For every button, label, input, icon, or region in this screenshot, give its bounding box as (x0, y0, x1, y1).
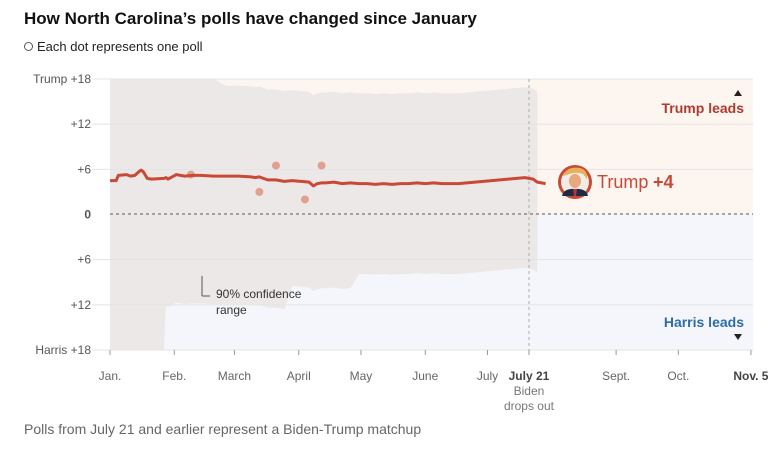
poll-dot (255, 187, 264, 196)
x-tick-label: Sept. (602, 369, 630, 383)
y-tick-label: +6 (77, 253, 91, 267)
y-tick-label: 0 (84, 208, 91, 222)
current-leader-value: +4 (653, 172, 674, 192)
x-tick-label: June (412, 369, 438, 383)
x-tick-label: Jan. (99, 369, 122, 383)
x-tick-label: July (477, 369, 498, 383)
confidence-label-2: range (216, 303, 247, 317)
y-tick-label: Harris +18 (35, 343, 91, 357)
x-tick-label: Nov. 5 (733, 369, 768, 383)
trump-lead-trend-line (110, 168, 546, 188)
harris-leads-label: Harris leads (664, 314, 744, 330)
x-tick-label: March (218, 369, 251, 383)
trump-avatar (558, 165, 592, 199)
footnote: Polls from July 21 and earlier represent… (24, 421, 422, 437)
confidence-band-biden-period (110, 79, 538, 350)
legend-text: Each dot represents one poll (37, 39, 203, 54)
poll-dot-legend-icon (24, 42, 33, 51)
chart-title: How North Carolina’s polls have changed … (24, 9, 477, 28)
x-tick-label: Oct. (667, 369, 689, 383)
poll-dot (271, 161, 280, 170)
legend: Each dot represents one poll (24, 39, 203, 54)
down-arrow-icon (734, 334, 742, 340)
event-label-line1: Biden (514, 384, 545, 398)
x-tick-label: May (350, 369, 373, 383)
poll-dot (317, 161, 326, 170)
event-label-line2: drops out (504, 399, 555, 413)
current-leader-label: Trump (597, 172, 648, 192)
trump-leads-label: Trump leads (662, 100, 745, 116)
y-tick-label: +12 (71, 117, 92, 131)
poll-dot (300, 195, 309, 204)
confidence-label-1: 90% confidence (216, 287, 302, 301)
y-tick-label: Trump +18 (33, 72, 91, 86)
x-tick-label: Feb. (162, 369, 186, 383)
up-arrow-icon (734, 90, 742, 96)
x-tick-label: July 21 (509, 369, 550, 383)
y-tick-label: +6 (77, 162, 91, 176)
x-tick-label: April (287, 369, 311, 383)
y-tick-label: +12 (71, 298, 92, 312)
